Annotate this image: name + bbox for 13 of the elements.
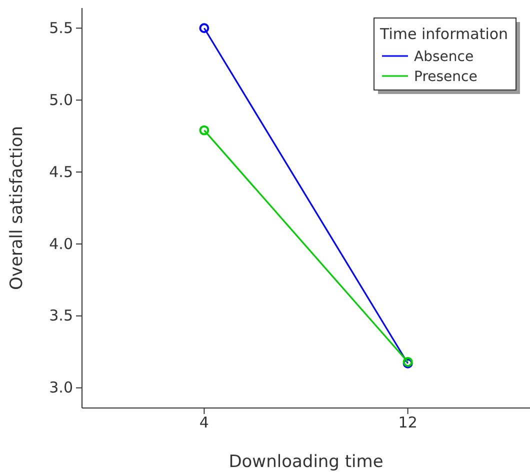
- legend-title: Time information: [379, 25, 508, 43]
- y-axis-title: Overall satisfaction: [7, 126, 27, 290]
- y-tick-label: 3.5: [49, 306, 73, 325]
- x-tick-label: 12: [398, 414, 418, 432]
- y-tick-label: 5.0: [49, 90, 73, 109]
- x-tick-label: 4: [199, 414, 209, 432]
- legend-label: Presence: [414, 69, 478, 85]
- y-tick-label: 5.5: [49, 18, 73, 37]
- y-tick-label: 4.0: [49, 234, 73, 253]
- y-tick-label: 3.0: [49, 378, 73, 397]
- y-tick-label: 4.5: [49, 162, 73, 181]
- legend-label: Absence: [414, 49, 474, 65]
- x-axis-title: Downloading time: [228, 452, 384, 472]
